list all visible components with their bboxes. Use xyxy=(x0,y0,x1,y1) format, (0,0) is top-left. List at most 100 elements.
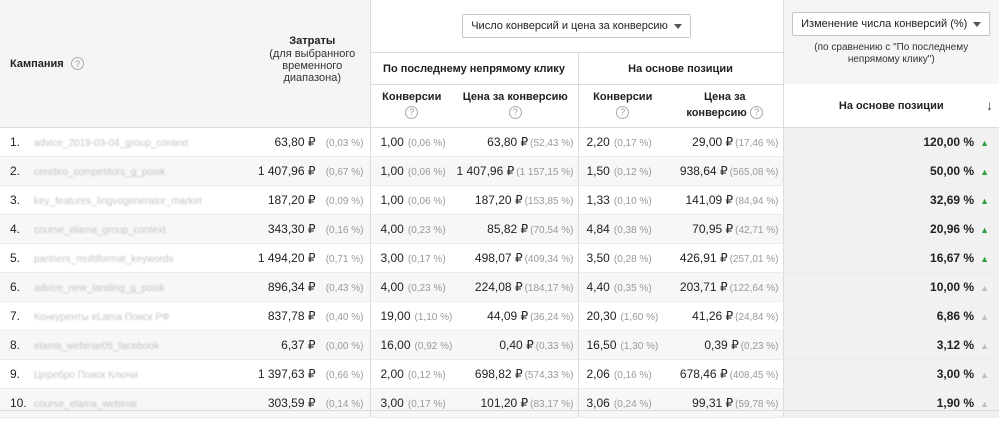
arrow-up-icon: ▲ xyxy=(980,340,989,351)
sort-down-arrow-icon[interactable]: ↓ xyxy=(986,97,993,114)
pos-cpc-cell: 426,91 ₽ (257,01 %) xyxy=(667,243,783,273)
lc-conversions-cell: 3,00 (0,17 %) xyxy=(369,243,453,273)
arrow-up-icon: ▲ xyxy=(980,166,989,177)
pos-conversions-percent: (1,30 %) xyxy=(620,340,659,352)
pos-conversions-percent: (0,38 %) xyxy=(613,224,652,236)
campaign-name-link[interactable]: course_elama_group_context xyxy=(34,224,166,236)
pos-cpc-percent: (408,45 %) xyxy=(729,369,779,381)
lc-cpc-value: 698,82 ₽ xyxy=(474,366,523,381)
pos-cpc-cell: 99,31 ₽ (59,78 %) xyxy=(667,388,783,418)
campaign-name-link[interactable]: key_features_lingvogenerator_market xyxy=(34,195,202,207)
pos-cpc-cell: 0,39 ₽ (0,23 %) xyxy=(667,330,783,360)
campaign-name-link[interactable]: course_elama_webinar xyxy=(34,398,138,410)
change-dropdown[interactable]: Изменение числа конверсий (%) xyxy=(792,12,991,36)
cost-percent: (0,71 %) xyxy=(325,253,364,265)
campaign-name-link[interactable]: elama_webinar05_facebook xyxy=(34,340,160,352)
lc-cpc-cell: 44,09 ₽ (36,24 %) xyxy=(453,301,578,331)
change-header: Изменение числа конверсий (%) (по сравне… xyxy=(782,0,999,84)
campaign-cell[interactable]: 6. advice_new_landing_g_poisk xyxy=(0,272,255,302)
table-row[interactable]: 7. Конкуренты eLama Поиск РФ 837,78 ₽ (0,40… xyxy=(0,301,999,331)
cost-percent: (0,43 %) xyxy=(325,282,364,294)
pos-cpc-percent: (24,84 %) xyxy=(735,311,779,323)
campaign-name-link[interactable]: Церебро Поиск Ключи xyxy=(34,369,138,381)
table-row[interactable]: 6. advice_new_landing_g_poisk 896,34 ₽ (0,4… xyxy=(0,272,999,302)
table-row[interactable]: 9. Церебро Поиск Ключи 1 397,63 ₽ (0,66 %) 2… xyxy=(0,359,999,389)
cost-percent: (0,14 %) xyxy=(325,398,364,410)
pos-cpc-percent: (59,78 %) xyxy=(735,398,779,410)
pos-conversions-value: 3,06 xyxy=(586,395,610,410)
pos-conversions-cell: 20,30 (1,60 %) xyxy=(577,301,667,331)
help-icon[interactable]: ? xyxy=(508,105,522,119)
table-row[interactable]: 10. course_elama_webinar 303,59 ₽ (0,14 %) 3… xyxy=(0,388,999,418)
metric-dropdown[interactable]: Число конверсий и цена за конверсию xyxy=(462,14,691,39)
arrow-up-icon: ▲ xyxy=(980,311,989,322)
campaign-cell[interactable]: 4. course_elama_group_context xyxy=(0,214,255,244)
lc-conversions-value: 1,00 xyxy=(380,134,404,149)
lc-conversions-value: 2,00 xyxy=(380,366,404,381)
campaign-cell[interactable]: 2. cerebro_competitors_g_poisk xyxy=(0,156,255,186)
lc-cpc-percent: (409,34 %) xyxy=(524,253,574,265)
table-row[interactable]: 2. cerebro_competitors_g_poisk 1 407,96 ₽(… xyxy=(0,156,999,186)
lc-cpc-percent: (184,17 %) xyxy=(524,282,574,294)
change-value: 16,67 % xyxy=(930,250,975,265)
lc-cpc-header[interactable]: Цена за конверсию ? xyxy=(453,84,578,128)
campaign-cell[interactable]: 8. elama_webinar05_facebook xyxy=(0,330,255,360)
pos-cpc-header[interactable]: Цена за конверсию ? xyxy=(667,84,783,128)
campaign-name-link[interactable]: advice_2019-03-04_group_context xyxy=(34,137,189,149)
change-column-header[interactable]: На основе позиции ↓ xyxy=(782,84,999,128)
campaign-cell[interactable]: 7. Конкуренты eLama Поиск РФ xyxy=(0,301,255,331)
help-icon[interactable]: ? xyxy=(616,105,630,119)
pos-cpc-label-1: Цена за xyxy=(703,90,746,103)
lc-conversions-header[interactable]: Конверсии ? xyxy=(369,84,453,128)
table-row[interactable]: 4. course_elama_group_context 343,30 ₽ (0,1… xyxy=(0,214,999,244)
help-icon[interactable]: ? xyxy=(405,105,419,119)
row-index: 3. xyxy=(10,192,21,207)
pos-conversions-header[interactable]: Конверсии ? xyxy=(577,84,667,128)
lc-conversions-percent: (0,06 %) xyxy=(407,195,446,207)
campaign-header[interactable]: Кампания ? xyxy=(0,0,255,128)
pos-conversions-percent: (0,28 %) xyxy=(613,253,652,265)
campaign-cell[interactable]: 10. course_elama_webinar xyxy=(0,388,255,418)
pos-cpc-cell: 938,64 ₽ (565,08 %) xyxy=(667,156,783,186)
campaign-name-link[interactable]: Конкуренты eLama Поиск РФ xyxy=(34,311,170,323)
campaign-name-link[interactable]: cerebro_competitors_g_poisk xyxy=(34,166,166,178)
pos-conversions-value: 1,50 xyxy=(586,163,610,178)
pos-conversions-percent: (0,10 %) xyxy=(613,195,652,207)
table-row[interactable]: 1. advice_2019-03-04_group_context 63,80 ₽… xyxy=(0,127,999,157)
pos-conversions-percent: (0,16 %) xyxy=(613,369,652,381)
pos-cpc-value: 678,46 ₽ xyxy=(679,366,728,381)
campaign-name-link[interactable]: advice_new_landing_g_poisk xyxy=(34,282,165,294)
campaign-cell[interactable]: 9. Церебро Поиск Ключи xyxy=(0,359,255,389)
change-cell: 3,00 % ▲ xyxy=(782,359,999,389)
help-icon[interactable]: ? xyxy=(750,105,764,119)
change-cell: 50,00 % ▲ xyxy=(782,156,999,186)
help-icon[interactable]: ? xyxy=(71,57,85,71)
lc-conversions-value: 4,00 xyxy=(380,221,404,236)
cost-header-sub: (для выбранного временного диапазона) xyxy=(269,48,356,84)
campaign-name-link[interactable]: partners_multiformat_keywords xyxy=(34,253,174,265)
pos-cpc-percent: (565,08 %) xyxy=(729,166,779,178)
lc-conversions-cell: 3,00 (0,17 %) xyxy=(369,388,453,418)
lc-conversions-value: 16,00 xyxy=(380,337,411,352)
change-cell: 20,96 % ▲ xyxy=(782,214,999,244)
campaign-cell[interactable]: 5. partners_multiformat_keywords xyxy=(0,243,255,273)
pos-conversions-cell: 3,50 (0,28 %) xyxy=(577,243,667,273)
pos-conversions-cell: 4,40 (0,35 %) xyxy=(577,272,667,302)
pos-cpc-value: 29,00 ₽ xyxy=(692,134,734,149)
table-row[interactable]: 3. key_features_lingvogenerator_market 187… xyxy=(0,185,999,215)
cost-header[interactable]: Затраты (для выбранного временного диапа… xyxy=(255,0,370,84)
campaign-cell[interactable]: 3. key_features_lingvogenerator_market xyxy=(0,185,255,215)
change-value: 6,86 % xyxy=(936,308,975,323)
campaign-cell[interactable]: 1. advice_2019-03-04_group_context xyxy=(0,127,255,157)
table-row[interactable]: 8. elama_webinar05_facebook 6,37 ₽ (0,00 %)… xyxy=(0,330,999,360)
arrow-up-icon: ▲ xyxy=(980,398,989,409)
lc-cpc-value: 101,20 ₽ xyxy=(480,395,529,410)
metric-dropdown-label: Число конверсий и цена за конверсию xyxy=(471,20,668,33)
pos-conversions-percent: (0,24 %) xyxy=(613,398,652,410)
table-row[interactable]: 5. partners_multiformat_keywords 1 494,20 … xyxy=(0,243,999,273)
pos-conversions-cell: 1,50 (0,12 %) xyxy=(577,156,667,186)
lc-cpc-cell: 63,80 ₽ (52,43 %) xyxy=(453,127,578,157)
arrow-up-icon: ▲ xyxy=(980,195,989,206)
pos-conversions-cell: 2,20 (0,17 %) xyxy=(577,127,667,157)
lc-conversions-cell: 16,00 (0,92 %) xyxy=(369,330,453,360)
